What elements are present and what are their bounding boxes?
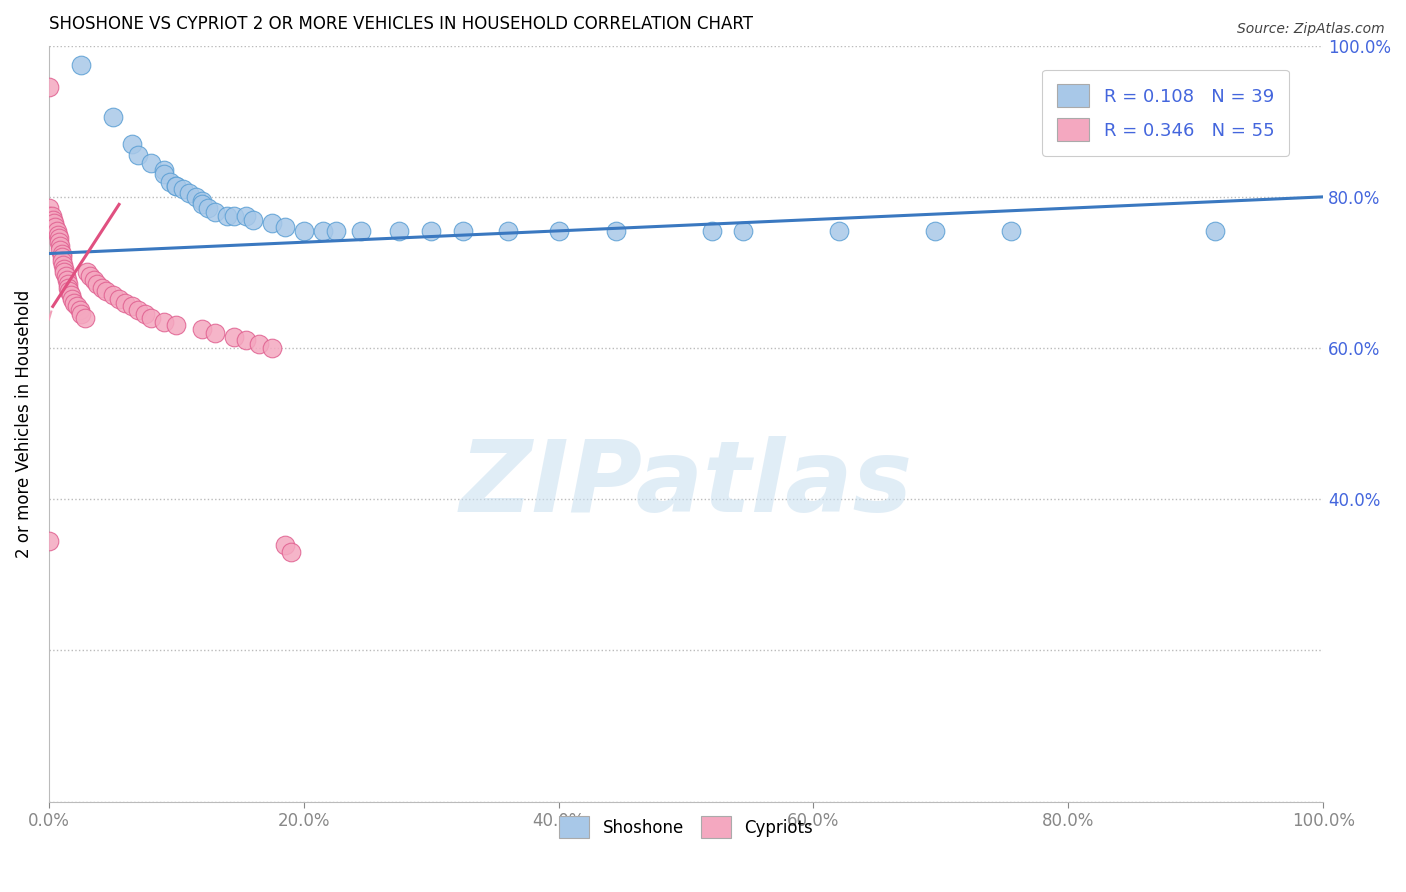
Point [204,205,226,219]
Point [179,186,201,200]
Point [247,337,270,351]
Point [59,288,82,302]
Point [56,280,79,294]
Point [197,201,219,215]
Point [260,341,283,355]
Point [38,80,60,95]
Point [152,163,174,178]
Point [217,209,239,223]
Point [51,250,73,264]
Point [48,235,70,250]
Point [204,326,226,340]
Point [127,303,149,318]
Point [53,261,76,276]
Point [139,156,162,170]
Point [91,280,114,294]
Point [69,303,91,318]
Point [273,220,295,235]
Point [350,224,373,238]
Point [42,212,65,227]
Point [127,148,149,162]
Point [41,209,63,223]
Point [73,310,96,325]
Point [51,246,73,260]
Point [260,216,283,230]
Point [101,288,124,302]
Point [172,182,194,196]
Point [139,310,162,325]
Point [83,273,105,287]
Point [69,57,91,71]
Y-axis label: 2 or more Vehicles in Household: 2 or more Vehicles in Household [15,290,32,558]
Point [38,209,60,223]
Point [56,277,79,291]
Point [60,292,83,306]
Point [58,285,80,299]
Point [134,307,156,321]
Point [325,224,347,238]
Point [76,265,98,279]
Point [235,209,257,223]
Point [191,197,214,211]
Point [48,231,70,245]
Point [222,329,245,343]
Point [66,300,89,314]
Point [235,334,257,348]
Point [191,322,214,336]
Point [152,167,174,181]
Point [184,190,207,204]
Point [496,224,519,238]
Legend: Shoshone, Cypriots: Shoshone, Cypriots [551,808,821,847]
Point [312,224,335,238]
Text: ZIPatlas: ZIPatlas [460,435,912,533]
Point [547,224,569,238]
Point [191,194,214,208]
Point [49,239,72,253]
Point [605,224,627,238]
Point [1000,224,1022,238]
Point [114,295,136,310]
Point [38,201,60,215]
Point [79,269,101,284]
Point [38,533,60,548]
Point [222,209,245,223]
Point [828,224,851,238]
Point [1204,224,1226,238]
Point [165,318,187,333]
Point [53,265,76,279]
Point [63,295,86,310]
Point [49,243,72,257]
Point [46,227,69,242]
Point [280,545,302,559]
Point [388,224,411,238]
Point [45,224,67,238]
Point [292,224,315,238]
Point [159,175,181,189]
Point [44,220,66,235]
Point [52,258,75,272]
Point [700,224,723,238]
Point [42,216,65,230]
Point [108,292,131,306]
Point [86,277,108,291]
Point [51,254,73,268]
Point [56,273,79,287]
Point [242,212,264,227]
Text: Source: ZipAtlas.com: Source: ZipAtlas.com [1237,22,1385,37]
Point [165,178,187,193]
Point [451,224,474,238]
Text: SHOSHONE VS CYPRIOT 2 OR MORE VEHICLES IN HOUSEHOLD CORRELATION CHART: SHOSHONE VS CYPRIOT 2 OR MORE VEHICLES I… [49,15,754,33]
Point [733,224,755,238]
Point [96,285,118,299]
Point [924,224,946,238]
Point [69,307,91,321]
Point [420,224,443,238]
Point [121,136,143,151]
Point [55,269,77,284]
Point [101,111,124,125]
Point [152,315,174,329]
Point [273,537,295,551]
Point [121,300,143,314]
Point [165,178,187,193]
